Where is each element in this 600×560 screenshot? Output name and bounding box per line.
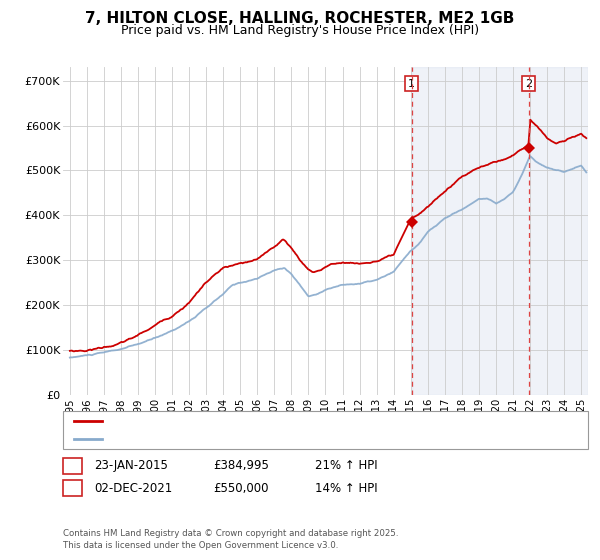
Text: 23-JAN-2015: 23-JAN-2015	[94, 459, 168, 473]
Text: 02-DEC-2021: 02-DEC-2021	[94, 482, 172, 495]
Text: 14% ↑ HPI: 14% ↑ HPI	[315, 482, 377, 495]
Text: Contains HM Land Registry data © Crown copyright and database right 2025.
This d: Contains HM Land Registry data © Crown c…	[63, 529, 398, 550]
Text: 2: 2	[69, 483, 76, 493]
Text: £550,000: £550,000	[213, 482, 269, 495]
Text: 7, HILTON CLOSE, HALLING, ROCHESTER, ME2 1GB: 7, HILTON CLOSE, HALLING, ROCHESTER, ME2…	[85, 11, 515, 26]
Text: 21% ↑ HPI: 21% ↑ HPI	[315, 459, 377, 473]
Text: HPI: Average price, detached house, Medway: HPI: Average price, detached house, Medw…	[106, 434, 342, 444]
Bar	[412, 67, 588, 395]
Text: 1: 1	[408, 78, 415, 88]
Text: 2: 2	[525, 78, 532, 88]
Text: £384,995: £384,995	[213, 459, 269, 473]
Text: Price paid vs. HM Land Registry's House Price Index (HPI): Price paid vs. HM Land Registry's House …	[121, 24, 479, 36]
Text: 7, HILTON CLOSE, HALLING, ROCHESTER, ME2 1GB (detached house): 7, HILTON CLOSE, HALLING, ROCHESTER, ME2…	[106, 416, 465, 426]
Text: 1: 1	[69, 461, 76, 471]
